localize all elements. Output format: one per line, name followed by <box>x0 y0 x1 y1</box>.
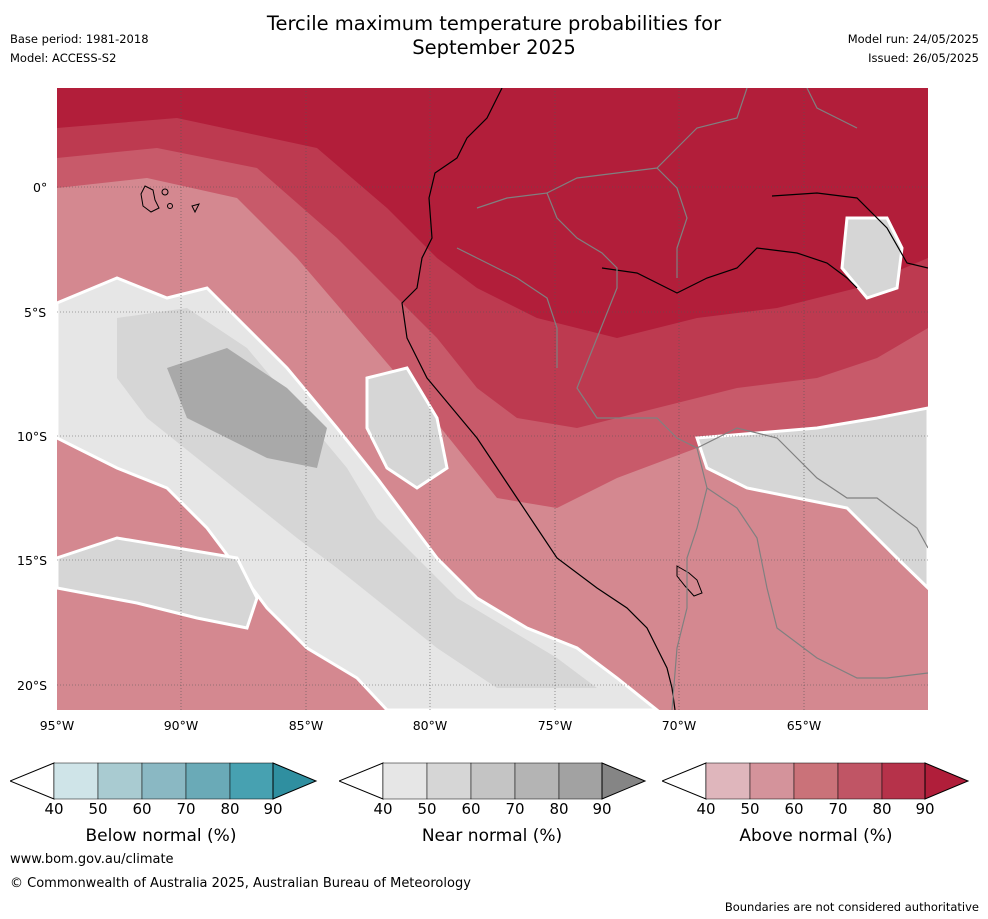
near-tick-90: 90 <box>592 800 612 818</box>
above-tick-50: 50 <box>740 800 760 818</box>
lat-label-20s: 20°S <box>17 678 48 693</box>
colorbar-above-ticks: 40 50 60 70 80 90 <box>662 800 972 820</box>
lon-label-85w: 85°W <box>288 718 324 733</box>
below-tick-80: 80 <box>220 800 240 818</box>
below-tick-70: 70 <box>176 800 196 818</box>
colorbar-below-ticks: 40 50 60 70 80 90 <box>10 800 320 820</box>
colorbar-above <box>660 762 972 804</box>
below-tick-60: 60 <box>132 800 152 818</box>
near-tick-40: 40 <box>373 800 393 818</box>
colorbar-near <box>337 762 649 804</box>
above-tick-80: 80 <box>872 800 892 818</box>
probability-map <box>57 88 928 710</box>
colorbar-below-title: Below normal (%) <box>85 826 237 846</box>
lon-label-95w: 95°W <box>39 718 75 733</box>
lat-label-10s: 10°S <box>17 429 48 444</box>
lake-titicaca <box>676 565 703 597</box>
lon-label-90w: 90°W <box>163 718 199 733</box>
lat-label-15s: 15°S <box>17 553 48 568</box>
near-normal-patch <box>365 366 449 490</box>
graticule <box>57 88 928 710</box>
model-run: Model run: 24/05/2025 <box>847 32 979 46</box>
copyright-notice: © Commonwealth of Australia 2025, Austra… <box>10 876 471 891</box>
colorbar-below-svg <box>8 762 318 800</box>
page-title: Tercile maximum temperature probabilitie… <box>244 12 744 60</box>
map-svg <box>57 88 928 710</box>
issued-date: Issued: 26/05/2025 <box>868 51 979 65</box>
model-name: Model: ACCESS-S2 <box>10 51 117 65</box>
southern-near-normal <box>57 536 259 630</box>
colorbar-near-title: Near normal (%) <box>421 826 563 846</box>
above-tick-40: 40 <box>696 800 716 818</box>
country-borders <box>456 88 928 710</box>
above-tick-70: 70 <box>828 800 848 818</box>
lon-label-80w: 80°W <box>412 718 448 733</box>
lat-label-5s: 5°S <box>24 305 47 320</box>
website-link[interactable]: www.bom.gov.au/climate <box>10 852 174 867</box>
below-tick-50: 50 <box>88 800 108 818</box>
above-tick-60: 60 <box>784 800 804 818</box>
coastline <box>401 88 676 710</box>
colorbar-near-ticks: 40 50 60 70 80 90 <box>339 800 649 820</box>
title-line-1: Tercile maximum temperature probabilitie… <box>266 12 722 35</box>
amazon-near-normal <box>840 216 904 300</box>
colorbar-above-svg <box>660 762 970 800</box>
near-80-region <box>167 348 327 468</box>
rio-negro <box>771 192 928 269</box>
amazon-river <box>601 247 858 294</box>
lon-label-75w: 75°W <box>537 718 573 733</box>
near-tick-60: 60 <box>461 800 481 818</box>
below-tick-40: 40 <box>44 800 64 818</box>
colorbar-above-title: Above normal (%) <box>739 826 893 846</box>
galapagos-islands <box>140 185 200 214</box>
above-tick-90: 90 <box>915 800 935 818</box>
base-period: Base period: 1981-2018 <box>10 32 149 46</box>
boundaries-disclaimer: Boundaries are not considered authoritat… <box>724 900 979 914</box>
near-tick-70: 70 <box>505 800 525 818</box>
colorbar-near-svg <box>337 762 647 800</box>
east-near-normal <box>694 406 928 591</box>
lon-label-65w: 65°W <box>786 718 822 733</box>
title-line-2: September 2025 <box>412 36 576 59</box>
lon-label-70w: 70°W <box>661 718 697 733</box>
near-tick-80: 80 <box>549 800 569 818</box>
near-tick-50: 50 <box>417 800 437 818</box>
below-tick-90: 90 <box>263 800 283 818</box>
colorbar-below <box>8 762 320 804</box>
lat-label-0: 0° <box>33 180 48 195</box>
